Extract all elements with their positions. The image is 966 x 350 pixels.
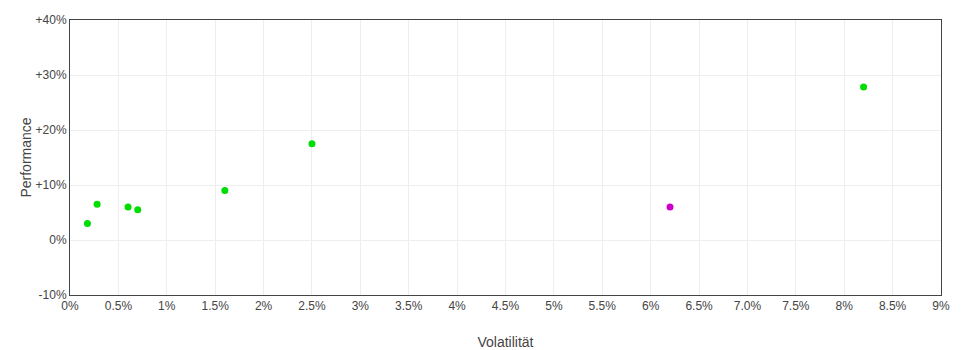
- svg-text:6.5%: 6.5%: [685, 299, 713, 313]
- svg-text:+20%: +20%: [36, 123, 67, 137]
- svg-text:Volatilität: Volatilität: [477, 334, 533, 350]
- svg-text:+10%: +10%: [36, 178, 67, 192]
- svg-text:1%: 1%: [158, 299, 176, 313]
- svg-text:0.5%: 0.5%: [105, 299, 133, 313]
- svg-text:6%: 6%: [642, 299, 660, 313]
- svg-text:+40%: +40%: [36, 13, 67, 27]
- svg-text:8.5%: 8.5%: [879, 299, 907, 313]
- svg-text:Performance: Performance: [18, 117, 34, 197]
- svg-text:3%: 3%: [352, 299, 370, 313]
- svg-text:8%: 8%: [836, 299, 854, 313]
- svg-text:2.5%: 2.5%: [298, 299, 326, 313]
- svg-text:4.5%: 4.5%: [492, 299, 520, 313]
- svg-text:+30%: +30%: [36, 68, 67, 82]
- svg-text:2%: 2%: [255, 299, 273, 313]
- svg-text:-10%: -10%: [39, 288, 67, 302]
- svg-text:0%: 0%: [49, 233, 67, 247]
- svg-text:7.0%: 7.0%: [734, 299, 762, 313]
- svg-text:1.5%: 1.5%: [201, 299, 229, 313]
- svg-text:7.5%: 7.5%: [782, 299, 810, 313]
- svg-text:5.5%: 5.5%: [589, 299, 617, 313]
- svg-text:9%: 9%: [932, 299, 950, 313]
- svg-text:0%: 0%: [61, 299, 79, 313]
- svg-text:4%: 4%: [448, 299, 466, 313]
- svg-text:3.5%: 3.5%: [395, 299, 423, 313]
- svg-text:5%: 5%: [545, 299, 563, 313]
